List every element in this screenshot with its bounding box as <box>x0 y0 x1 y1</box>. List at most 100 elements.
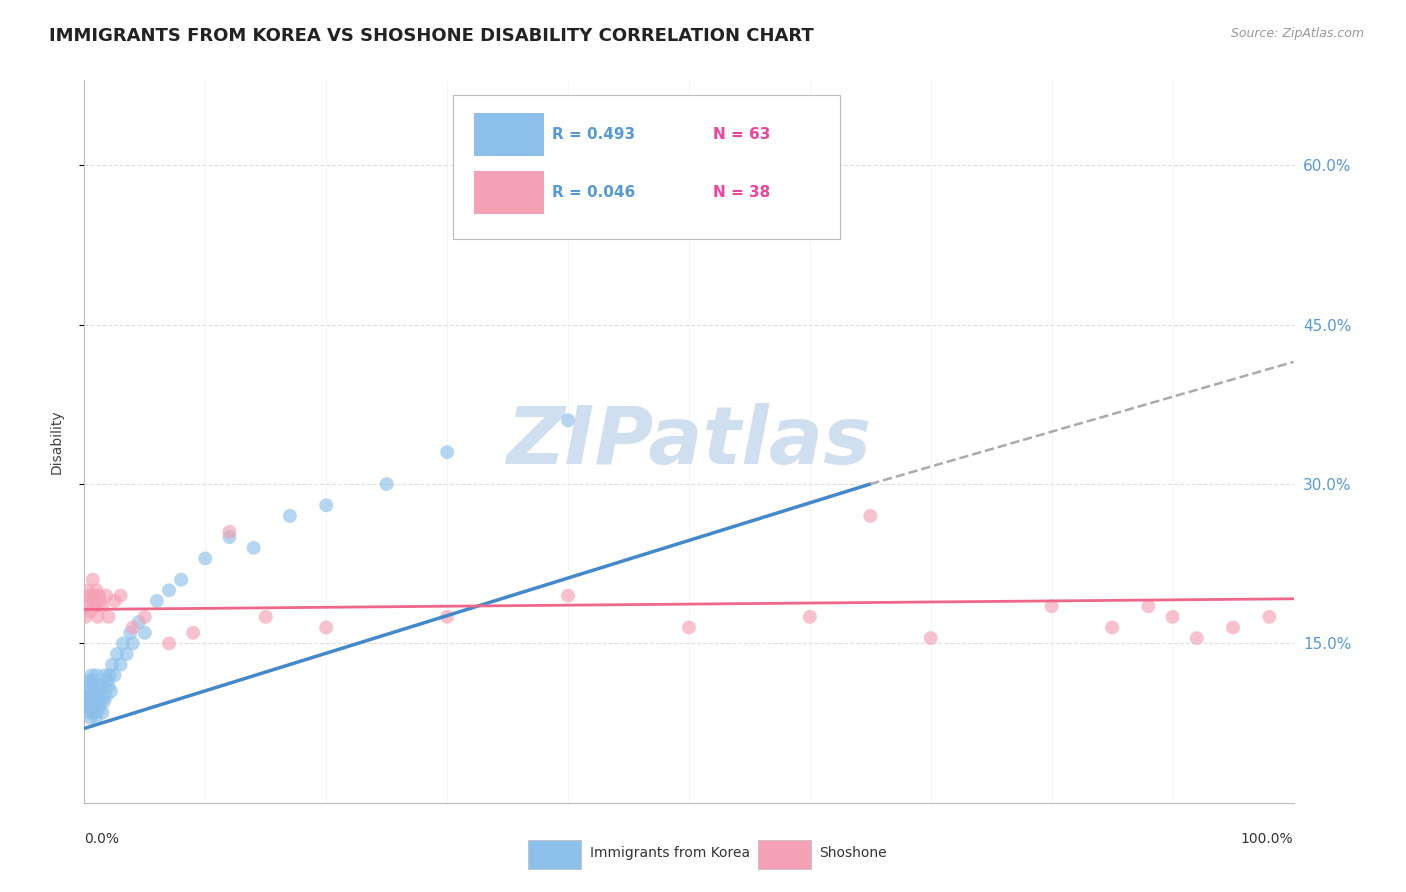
Point <box>157 636 180 650</box>
Point <box>75 610 97 624</box>
Point <box>86 700 108 714</box>
FancyBboxPatch shape <box>758 839 811 869</box>
FancyBboxPatch shape <box>474 112 544 156</box>
Point <box>278 508 301 523</box>
Point <box>83 679 105 693</box>
Point <box>98 668 121 682</box>
Point <box>83 700 105 714</box>
Point <box>112 636 135 650</box>
Point <box>84 706 107 720</box>
Point <box>87 679 110 693</box>
Point <box>82 673 104 688</box>
Point <box>77 706 100 720</box>
Point <box>97 610 120 624</box>
Point <box>375 477 398 491</box>
Text: Shoshone: Shoshone <box>820 847 887 861</box>
Point <box>75 695 97 709</box>
Text: 100.0%: 100.0% <box>1241 831 1294 846</box>
Point <box>91 679 114 693</box>
Point <box>82 573 104 587</box>
Point <box>104 668 127 682</box>
Point <box>1222 620 1244 634</box>
Point <box>775 158 797 172</box>
Point <box>1185 631 1208 645</box>
Point <box>77 679 100 693</box>
Point <box>76 599 98 614</box>
Point <box>194 551 217 566</box>
Point <box>91 599 114 614</box>
Y-axis label: Disability: Disability <box>49 409 63 474</box>
Text: R = 0.493: R = 0.493 <box>553 127 636 142</box>
Point <box>1137 599 1160 614</box>
Point <box>146 594 169 608</box>
Point <box>91 706 114 720</box>
Point <box>86 610 108 624</box>
Point <box>97 679 120 693</box>
Point <box>134 610 156 624</box>
Point <box>94 589 117 603</box>
Point <box>1040 599 1063 614</box>
Point <box>315 620 337 634</box>
Point <box>79 695 101 709</box>
Point <box>86 684 108 698</box>
Point <box>84 599 107 614</box>
Point <box>128 615 150 630</box>
Text: IMMIGRANTS FROM KOREA VS SHOSHONE DISABILITY CORRELATION CHART: IMMIGRANTS FROM KOREA VS SHOSHONE DISABI… <box>49 27 814 45</box>
Point <box>110 589 132 603</box>
Point <box>104 594 127 608</box>
Point <box>79 711 101 725</box>
Point <box>170 573 193 587</box>
Point <box>436 445 458 459</box>
Point <box>101 657 124 672</box>
Point <box>86 690 108 704</box>
Point <box>86 668 108 682</box>
Text: N = 38: N = 38 <box>713 185 770 200</box>
Point <box>76 690 98 704</box>
Point <box>94 668 117 682</box>
Point <box>77 690 100 704</box>
Point <box>218 530 240 544</box>
Point <box>89 594 111 608</box>
Point <box>315 498 337 512</box>
Point <box>1101 620 1123 634</box>
FancyBboxPatch shape <box>453 95 841 239</box>
Point <box>94 690 117 704</box>
Point <box>86 583 108 598</box>
Point <box>557 413 579 427</box>
Point <box>121 620 143 634</box>
Point <box>84 695 107 709</box>
Point <box>77 589 100 603</box>
Point <box>90 690 112 704</box>
Point <box>86 711 108 725</box>
Point <box>93 695 115 709</box>
Point <box>254 610 277 624</box>
Point <box>557 589 579 603</box>
Point <box>218 524 240 539</box>
Point <box>82 695 104 709</box>
Point <box>1161 610 1184 624</box>
Point <box>920 631 942 645</box>
Point <box>77 673 100 688</box>
Point <box>120 625 142 640</box>
Point <box>83 690 105 704</box>
Point <box>80 700 103 714</box>
Point <box>1258 610 1281 624</box>
Point <box>115 647 138 661</box>
Point <box>80 594 103 608</box>
Point <box>79 679 101 693</box>
Point <box>242 541 264 555</box>
Point <box>77 583 100 598</box>
Point <box>157 583 180 598</box>
Point <box>82 706 104 720</box>
Point <box>134 625 156 640</box>
Text: ZIPatlas: ZIPatlas <box>506 402 872 481</box>
Point <box>80 690 103 704</box>
Point <box>436 610 458 624</box>
Point <box>96 673 118 688</box>
Text: R = 0.046: R = 0.046 <box>553 185 636 200</box>
Point <box>678 620 700 634</box>
FancyBboxPatch shape <box>529 839 581 869</box>
Text: N = 63: N = 63 <box>713 127 770 142</box>
Point <box>181 625 204 640</box>
Point <box>79 605 101 619</box>
